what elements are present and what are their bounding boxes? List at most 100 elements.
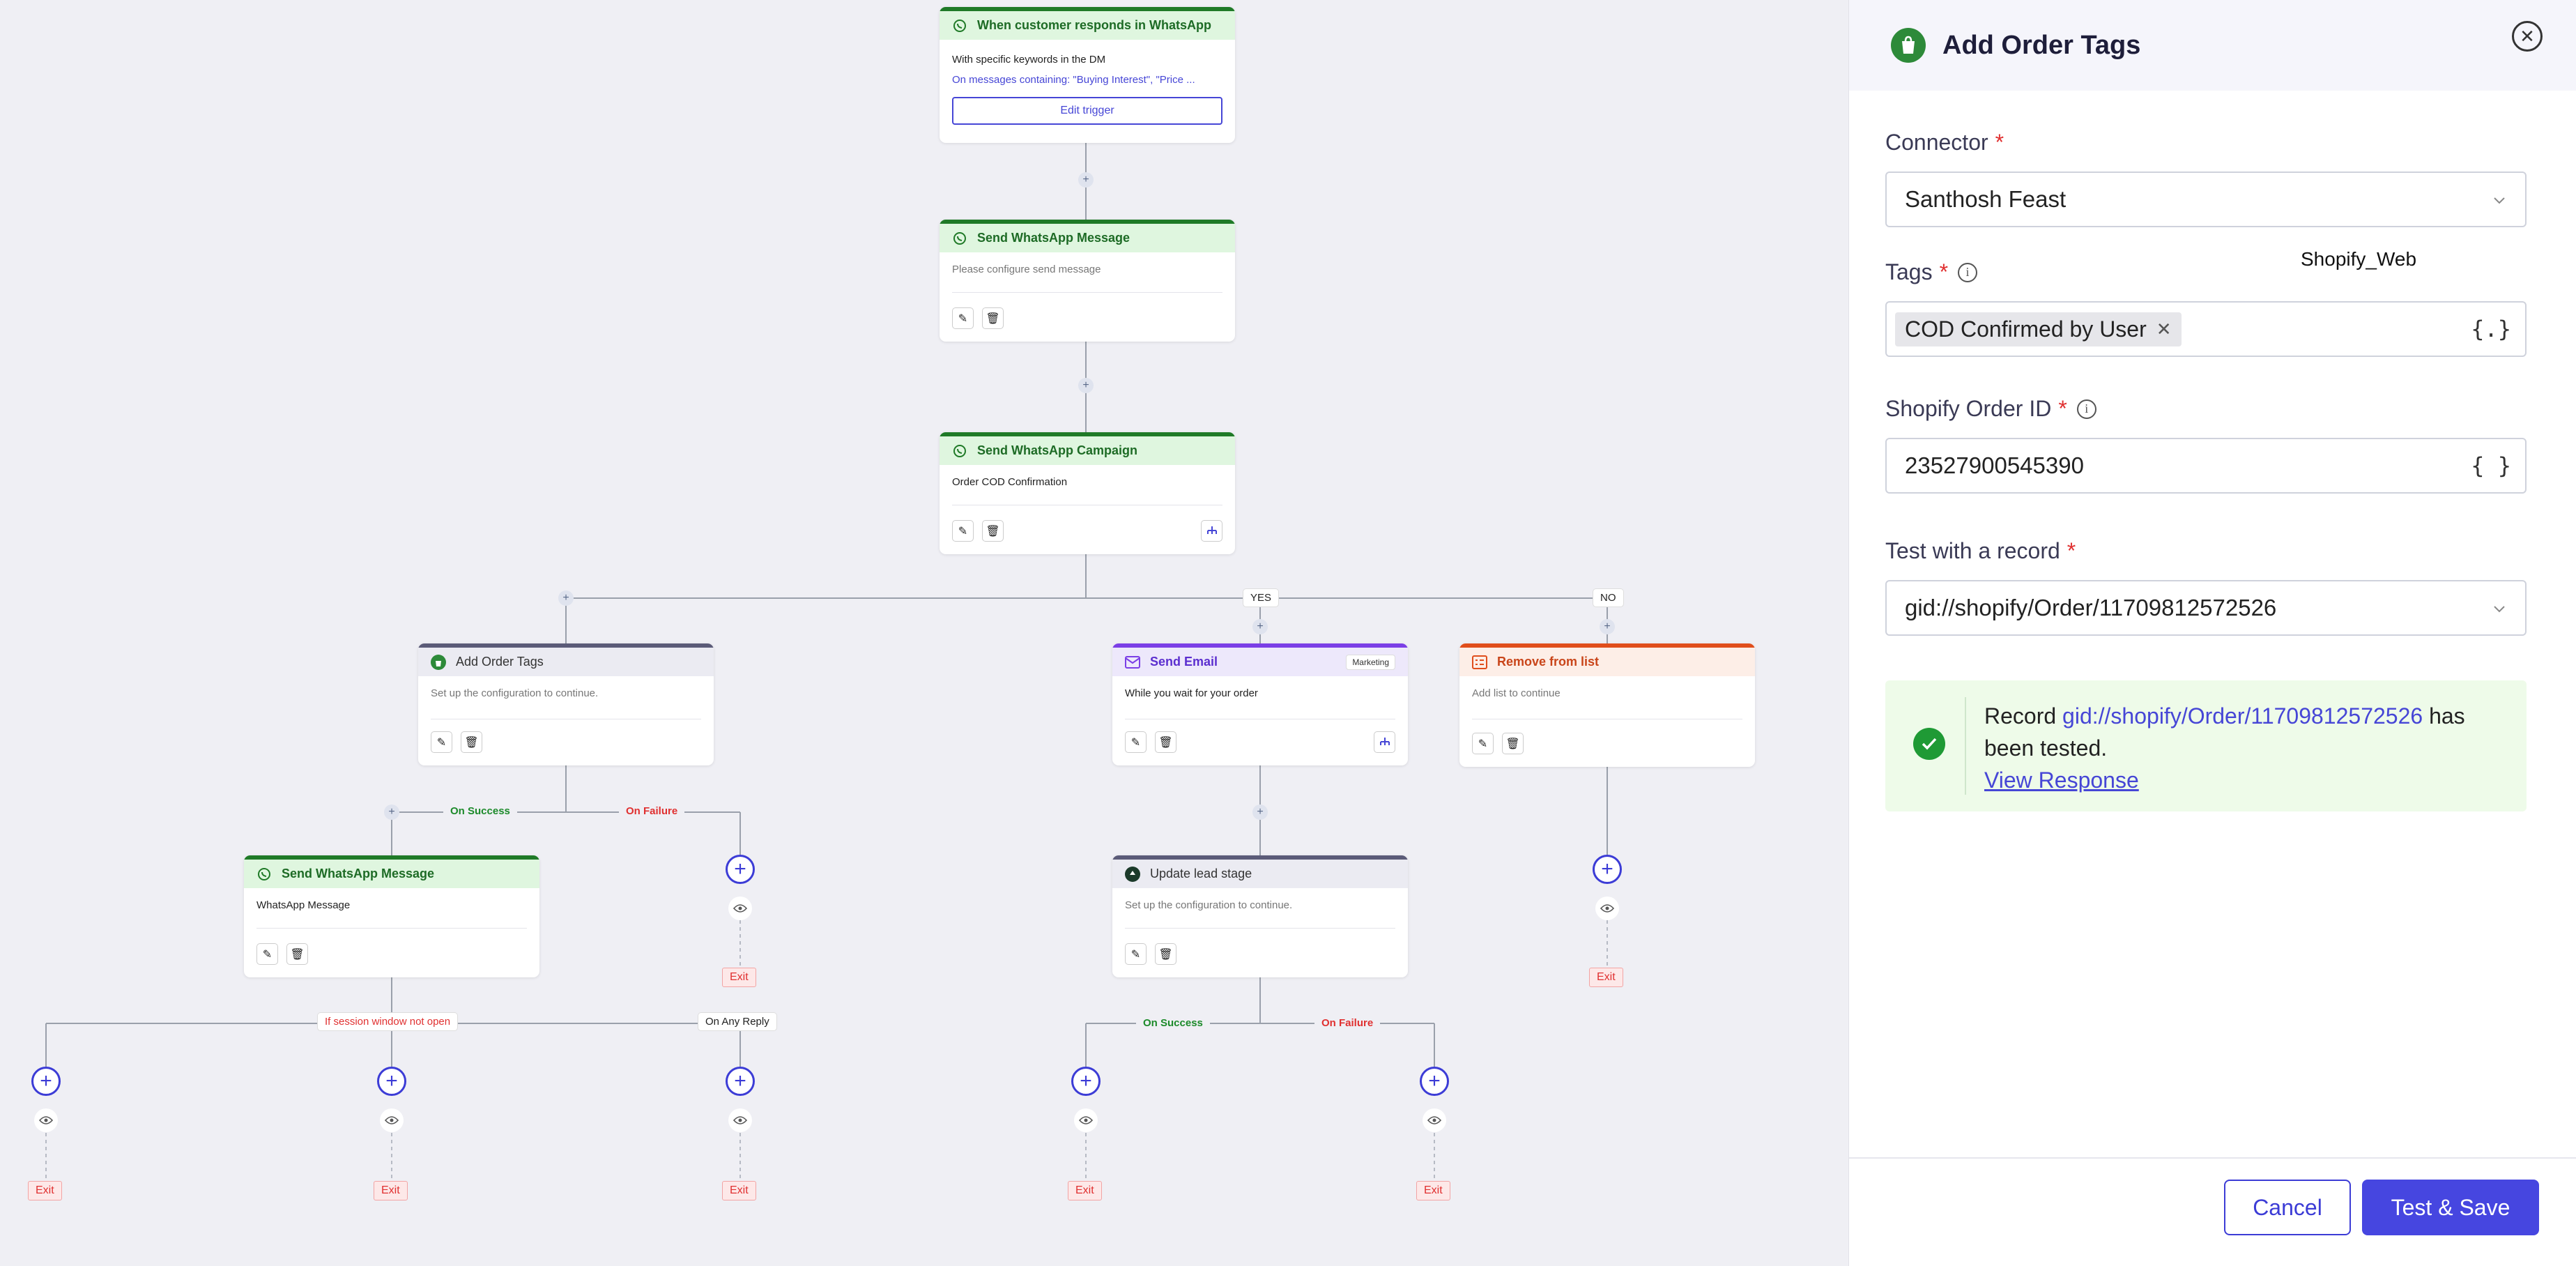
edit-trigger-button[interactable]: Edit trigger [952, 97, 1222, 125]
add-step-button[interactable]: + [1252, 804, 1268, 820]
variable-picker-icon[interactable]: { } [2471, 452, 2511, 479]
order-id-label: Shopify Order ID * i [1885, 396, 2096, 422]
marketing-badge: Marketing [1346, 654, 1395, 670]
order-id-input[interactable]: 23527900545390 { } [1885, 438, 2527, 494]
trash-icon[interactable]: 🗑 [1502, 733, 1524, 754]
add-step-button[interactable]: + [1600, 619, 1615, 634]
send-email-node[interactable]: Send Email Marketing While you wait for … [1112, 643, 1408, 765]
add-step-button[interactable]: + [726, 855, 755, 884]
add-step-button[interactable]: + [1252, 619, 1268, 634]
divider [1965, 697, 1966, 795]
info-icon[interactable]: i [1958, 262, 1978, 282]
exit-node: Exit [28, 1181, 62, 1200]
whatsapp-icon [952, 18, 967, 33]
edit-icon[interactable]: ✎ [952, 307, 974, 329]
remove-from-list-node[interactable]: Remove from list Add list to continue ✎ … [1459, 643, 1755, 767]
tags-input[interactable]: COD Confirmed by User ✕ {.} [1885, 301, 2527, 357]
trigger-title: When customer responds in WhatsApp [977, 18, 1212, 32]
info-icon[interactable]: i [2076, 399, 2096, 419]
node-description: Please configure send message [952, 264, 1101, 275]
trash-icon[interactable]: 🗑 [286, 943, 308, 965]
edit-icon[interactable]: ✎ [1125, 731, 1147, 753]
add-step-button[interactable]: + [558, 590, 574, 606]
eye-icon[interactable] [728, 1108, 752, 1132]
required-marker: * [1939, 259, 1949, 284]
lead-stage-icon [1125, 866, 1140, 882]
required-marker: * [2067, 538, 2076, 563]
node-description: While you wait for your order [1125, 687, 1258, 699]
trash-icon[interactable]: 🗑 [982, 307, 1004, 329]
branch-yes-label: YES [1243, 589, 1279, 607]
node-title: Update lead stage [1150, 867, 1252, 880]
send-whatsapp-message-node[interactable]: Send WhatsApp Message Please configure s… [940, 220, 1235, 342]
mail-icon [1125, 655, 1140, 670]
record-link[interactable]: gid://shopify/Order/11709812572526 [2062, 703, 2423, 729]
add-step-button[interactable]: + [1420, 1067, 1449, 1096]
send-whatsapp-message-node[interactable]: Send WhatsApp Message WhatsApp Message ✎… [244, 855, 539, 977]
cancel-button[interactable]: Cancel [2224, 1180, 2351, 1235]
add-step-button[interactable]: + [31, 1067, 61, 1096]
tags-label: Tags * i [1885, 259, 1978, 285]
panel-footer: Cancel Test & Save [1849, 1157, 2576, 1266]
eye-icon[interactable] [1074, 1108, 1098, 1132]
add-step-button[interactable]: + [726, 1067, 755, 1096]
add-step-button[interactable]: + [1593, 855, 1622, 884]
node-description: WhatsApp Message [256, 899, 351, 911]
edit-icon[interactable]: ✎ [1472, 733, 1494, 754]
send-whatsapp-campaign-node[interactable]: Send WhatsApp Campaign Order COD Confirm… [940, 432, 1235, 554]
eye-icon[interactable] [728, 897, 752, 920]
trigger-node[interactable]: When customer responds in WhatsApp With … [940, 7, 1235, 143]
edit-icon[interactable]: ✎ [431, 731, 452, 753]
eye-icon[interactable] [1423, 1108, 1446, 1132]
whatsapp-icon [952, 231, 967, 246]
branch-tree-icon[interactable] [1201, 520, 1222, 542]
chevron-down-icon [2490, 188, 2508, 215]
chevron-down-icon [2490, 597, 2508, 623]
eye-icon[interactable] [1595, 897, 1619, 920]
success-prefix: Record [1984, 703, 2057, 729]
close-icon[interactable]: ✕ [2512, 21, 2543, 52]
branch-tree-icon[interactable] [1374, 731, 1395, 753]
eye-icon[interactable] [380, 1108, 404, 1132]
add-step-button[interactable]: + [1078, 378, 1094, 393]
list-icon [1472, 655, 1487, 670]
tag-chip: COD Confirmed by User ✕ [1895, 312, 2182, 346]
trash-icon[interactable]: 🗑 [1155, 943, 1176, 965]
variable-picker-icon[interactable]: {.} [2471, 316, 2511, 342]
order-id-label-text: Shopify Order ID [1885, 396, 2052, 421]
workflow-canvas[interactable]: When customer responds in WhatsApp With … [0, 0, 1848, 1266]
panel-header: Add Order Tags [1849, 0, 2576, 91]
test-success-banner: Record gid://shopify/Order/1170981257252… [1885, 680, 2527, 811]
eye-icon[interactable] [34, 1108, 58, 1132]
add-step-button[interactable]: + [1078, 172, 1094, 188]
add-step-button[interactable]: + [1071, 1067, 1101, 1096]
shopify-icon [1891, 28, 1926, 63]
node-description: Add list to continue [1472, 687, 1561, 699]
test-and-save-button[interactable]: Test & Save [2362, 1180, 2539, 1235]
node-title: Send Email [1150, 655, 1218, 669]
remove-tag-icon[interactable]: ✕ [2156, 318, 2172, 340]
trash-icon[interactable]: 🗑 [1155, 731, 1176, 753]
required-marker: * [1995, 130, 2004, 155]
add-step-button[interactable]: + [377, 1067, 406, 1096]
add-step-button[interactable]: + [384, 804, 399, 820]
connector-select[interactable]: Santhosh Feast [1885, 171, 2527, 227]
trash-icon[interactable]: 🗑 [982, 520, 1004, 542]
edit-icon[interactable]: ✎ [1125, 943, 1147, 965]
required-marker: * [2058, 396, 2067, 421]
test-record-value: gid://shopify/Order/11709812572526 [1905, 595, 2277, 620]
add-order-tags-node[interactable]: Add Order Tags Set up the configuration … [418, 643, 714, 765]
test-record-select[interactable]: gid://shopify/Order/11709812572526 [1885, 580, 2527, 636]
branch-on-success-label: On Success [1136, 1014, 1210, 1032]
edit-icon[interactable]: ✎ [256, 943, 278, 965]
node-description: Set up the configuration to continue. [1125, 899, 1293, 911]
add-order-tags-panel: Add Order Tags ✕ Connector * Santhosh Fea… [1848, 0, 2576, 1266]
view-response-link[interactable]: View Response [1984, 768, 2139, 793]
branch-on-success-label: On Success [443, 802, 517, 820]
update-lead-stage-node[interactable]: Update lead stage Set up the configurati… [1112, 855, 1408, 977]
trash-icon[interactable]: 🗑 [461, 731, 482, 753]
edit-icon[interactable]: ✎ [952, 520, 974, 542]
success-suffix: has been tested. [1984, 703, 2465, 761]
trigger-header: When customer responds in WhatsApp [940, 7, 1235, 40]
shopify-icon [431, 654, 446, 670]
